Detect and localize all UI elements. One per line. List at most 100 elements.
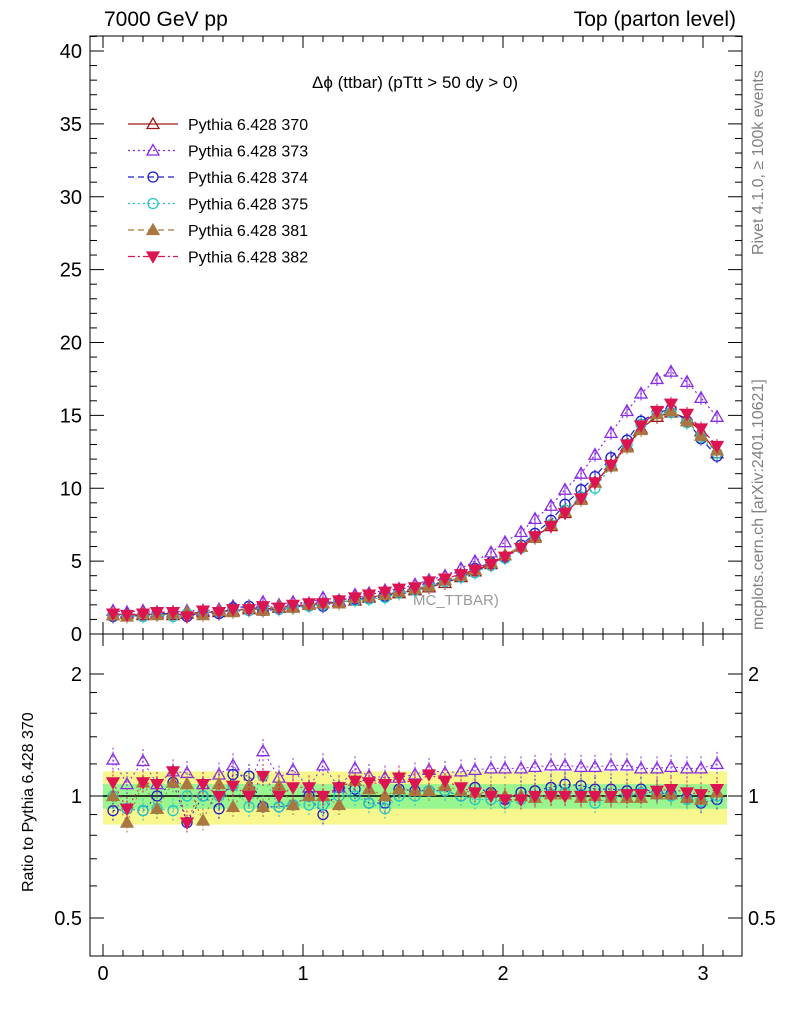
data-point <box>663 398 679 412</box>
data-point <box>587 447 603 460</box>
ratio-data-point <box>649 761 665 774</box>
legend-item: Pythia 6.428 373 <box>128 143 308 161</box>
data-point <box>271 602 287 616</box>
header-right: Top (parton level) <box>573 8 736 31</box>
ratio-data-point <box>391 781 407 795</box>
data-point <box>437 573 453 586</box>
data-point <box>315 598 331 611</box>
data-point <box>573 493 589 506</box>
data-point <box>679 374 695 388</box>
ratio-data-point <box>619 789 635 802</box>
main-y-tick-label: 0 <box>71 624 82 646</box>
data-point <box>195 605 211 618</box>
ratio-data-point <box>527 759 543 773</box>
ratio-data-point <box>179 776 195 790</box>
ratio-data-point <box>527 790 543 804</box>
ratio-data-point <box>391 772 407 785</box>
main-y-tick-label: 25 <box>60 260 82 282</box>
data-point <box>225 604 241 617</box>
ratio-data-point <box>255 743 271 757</box>
legend-marker <box>147 171 159 183</box>
legend-marker <box>147 197 159 210</box>
data-point <box>497 534 513 548</box>
ratio-data-point <box>407 778 423 792</box>
legend-item: Pythia 6.428 370 <box>128 116 308 134</box>
ratio-data-point <box>225 799 241 813</box>
data-point <box>527 511 543 525</box>
legend-label: Pythia 6.428 382 <box>188 250 308 267</box>
data-point <box>693 390 709 404</box>
data-point <box>255 601 271 614</box>
ratio-data-point <box>377 788 393 802</box>
ratio-panel: 0.5 0.5 1 1 2 2 0 1 2 3 <box>54 633 776 985</box>
ratio-data-point <box>179 817 195 830</box>
data-point <box>453 569 469 582</box>
x-tick-label: 0 <box>97 963 108 985</box>
legend-label: Pythia 6.428 375 <box>188 197 308 214</box>
data-point <box>573 466 589 479</box>
ratio-frame <box>89 633 743 957</box>
ratio-data-point <box>573 790 589 804</box>
legend-label: Pythia 6.428 374 <box>188 170 308 187</box>
ratio-data-point <box>361 777 377 790</box>
ratio-data-point <box>285 762 301 776</box>
ratio-data-point <box>195 778 211 792</box>
ratio-data-point <box>587 790 603 804</box>
ratio-data-point <box>331 797 347 811</box>
ratio-data-point <box>315 790 331 804</box>
ratio-y-tick-label-right: 1 <box>748 786 759 808</box>
ratio-y-tick-label: 0.5 <box>54 908 82 930</box>
data-point <box>483 558 499 572</box>
ratio-data-point <box>421 783 437 796</box>
ratio-y-tick-label-right: 0.5 <box>748 908 776 930</box>
ratio-data-point <box>347 761 363 774</box>
data-point <box>301 598 317 611</box>
data-point <box>557 507 573 521</box>
ratio-data-point <box>211 790 227 804</box>
ratio-data-point <box>557 790 573 804</box>
chart-title: Δϕ (ttbar) (pTtt > 50 dy > 0) <box>312 73 518 92</box>
ratio-data-point <box>513 761 529 774</box>
ratio-data-point <box>437 775 453 789</box>
data-point <box>649 405 665 419</box>
data-point <box>135 608 151 621</box>
ratio-data-point <box>709 756 725 770</box>
ratio-data-point <box>285 782 301 795</box>
ratio-data-point <box>663 783 679 797</box>
legend: Pythia 6.428 370 Pythia 6.428 373 Pythia 6… <box>128 116 308 267</box>
data-point <box>513 524 529 538</box>
data-point <box>619 439 635 452</box>
ratio-data-point <box>135 777 151 790</box>
data-point <box>377 586 393 600</box>
ratio-data-point <box>135 753 151 767</box>
legend-marker <box>145 116 161 130</box>
ratio-data-point <box>119 776 135 790</box>
data-point <box>663 364 679 377</box>
ratio-data-point <box>255 799 271 813</box>
ratio-data-point <box>693 761 709 774</box>
ratio-data-point <box>315 758 331 771</box>
ratio-data-point <box>587 759 603 773</box>
data-point <box>543 520 559 534</box>
legend-label: Pythia 6.428 381 <box>188 223 308 240</box>
legend-item: Pythia 6.428 374 <box>128 170 308 187</box>
ratio-data-point <box>467 762 483 776</box>
ratio-data-point <box>679 761 695 774</box>
data-point <box>543 498 559 511</box>
main-y-tick-label: 20 <box>60 333 82 355</box>
ratio-data-point <box>377 778 393 792</box>
ratio-data-point <box>241 790 257 804</box>
data-point <box>709 409 725 422</box>
ratio-data-point <box>453 782 469 795</box>
legend-item: Pythia 6.428 381 <box>128 222 308 240</box>
data-point <box>709 440 725 454</box>
ratio-data-point <box>513 794 529 807</box>
data-point <box>361 589 377 602</box>
ratio-data-point <box>167 805 179 817</box>
main-y-tick-label: 35 <box>60 114 82 136</box>
data-point <box>149 606 165 620</box>
ratio-data-point <box>119 815 135 828</box>
data-point <box>587 477 603 490</box>
ratio-data-point <box>483 790 499 804</box>
